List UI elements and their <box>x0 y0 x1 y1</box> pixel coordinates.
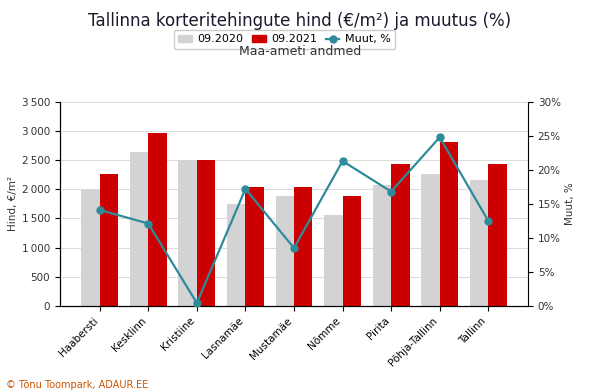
Muut, % <box>96 208 103 212</box>
Muut, % <box>339 159 346 163</box>
Muut, % <box>290 246 298 250</box>
Bar <box>440 142 458 306</box>
Y-axis label: Hind, €/m²: Hind, €/m² <box>8 176 18 231</box>
Bar <box>391 164 410 306</box>
Y-axis label: Muut, %: Muut, % <box>565 182 575 225</box>
Bar <box>100 174 118 306</box>
Bar <box>294 187 313 306</box>
Muut, % <box>388 189 395 194</box>
Text: Tallinna korteritehingute hind (€/m²) ja muutus (%): Tallinna korteritehingute hind (€/m²) ja… <box>88 12 512 30</box>
Muut, % <box>485 218 492 223</box>
Bar <box>421 174 440 306</box>
Bar <box>178 160 197 306</box>
Muut, % <box>242 187 249 191</box>
Text: © Tõnu Toompark, ADAUR.EE: © Tõnu Toompark, ADAUR.EE <box>6 380 148 390</box>
Bar <box>148 133 167 306</box>
Bar <box>275 196 294 306</box>
Bar <box>343 196 361 306</box>
Text: Maa-ameti andmed: Maa-ameti andmed <box>239 45 361 58</box>
Bar <box>245 187 264 306</box>
Muut, % <box>145 221 152 226</box>
Bar <box>324 216 343 306</box>
Line: Muut, %: Muut, % <box>96 134 492 307</box>
Bar <box>81 191 100 306</box>
Muut, % <box>193 301 200 305</box>
Bar <box>488 164 507 306</box>
Bar <box>470 180 488 306</box>
Bar <box>130 152 148 306</box>
Bar <box>227 204 245 306</box>
Legend: 09.2020, 09.2021, Muut, %: 09.2020, 09.2021, Muut, % <box>174 30 395 49</box>
Bar <box>373 185 391 306</box>
Bar <box>197 160 215 306</box>
Muut, % <box>436 135 443 140</box>
